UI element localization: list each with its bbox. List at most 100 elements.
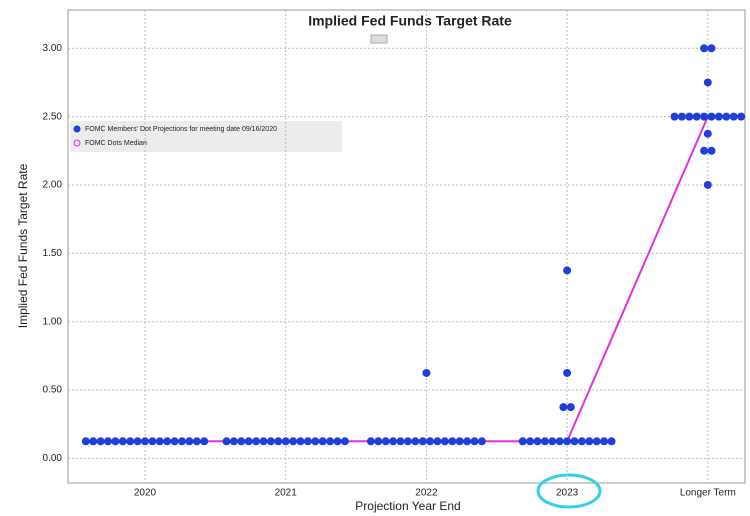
x-tick-label: 2020 — [134, 488, 157, 499]
dot — [237, 437, 246, 446]
dot — [526, 437, 535, 446]
dot — [163, 437, 172, 446]
dot — [333, 437, 342, 446]
dot — [700, 44, 709, 53]
dot — [685, 112, 694, 121]
dot — [96, 437, 105, 446]
dot — [448, 437, 457, 446]
dot — [318, 437, 327, 446]
dot — [566, 403, 575, 412]
dot — [463, 437, 472, 446]
dot — [118, 437, 127, 446]
dot — [700, 146, 709, 155]
dot — [200, 437, 209, 446]
dot — [585, 437, 594, 446]
dot — [455, 437, 464, 446]
y-tick-label: 0.50 — [43, 385, 63, 396]
dot — [540, 437, 549, 446]
dot — [433, 437, 442, 446]
dot — [222, 437, 231, 446]
dot — [252, 437, 261, 446]
menu-icon[interactable] — [370, 34, 388, 44]
dot — [670, 112, 679, 121]
dot — [244, 437, 253, 446]
dot — [192, 437, 201, 446]
dot — [592, 437, 601, 446]
legend-label: FOMC Members' Dot Projections for meetin… — [85, 126, 277, 133]
y-tick-label: 0.00 — [43, 453, 63, 464]
dot — [563, 266, 572, 275]
dot — [729, 112, 738, 121]
dot — [700, 112, 709, 121]
dot — [148, 437, 157, 446]
dot — [259, 437, 268, 446]
y-tick-label: 2.50 — [43, 111, 63, 122]
chart-title: Implied Fed Funds Target Rate — [308, 13, 512, 29]
legend-label: FOMC Dots Median — [85, 140, 147, 147]
dot — [81, 437, 90, 446]
dot — [381, 437, 390, 446]
y-axis-title: Implied Fed Funds Target Rate — [16, 163, 30, 328]
dot — [563, 368, 572, 377]
dot — [178, 437, 186, 446]
dot — [266, 437, 275, 446]
dot — [418, 437, 427, 446]
dot — [170, 437, 179, 446]
dot — [533, 437, 542, 446]
legend-marker — [73, 139, 81, 147]
x-axis-title: Projection Year End — [355, 499, 460, 513]
dot — [518, 437, 527, 446]
y-tick-label: 1.50 — [43, 248, 63, 259]
dot — [548, 437, 557, 446]
legend-box — [70, 121, 342, 152]
dot — [470, 437, 479, 446]
x-tick-label: 2023 — [556, 488, 579, 499]
dot — [707, 146, 716, 155]
dot — [577, 437, 586, 446]
dot — [737, 112, 746, 121]
dot — [570, 437, 579, 446]
dot — [389, 437, 398, 446]
dot — [340, 437, 349, 446]
dot — [563, 437, 572, 446]
dot — [281, 437, 290, 446]
dot — [477, 437, 486, 446]
dot — [607, 437, 616, 446]
dot — [707, 112, 716, 121]
dot — [311, 437, 320, 446]
dot — [692, 112, 701, 121]
legend — [70, 121, 342, 152]
x-tick-label: 2021 — [275, 488, 298, 499]
dot — [326, 437, 335, 446]
dot — [289, 437, 298, 446]
dot — [703, 78, 712, 87]
dot — [559, 403, 568, 412]
dot — [722, 112, 731, 121]
dot — [185, 437, 194, 446]
dot — [403, 437, 412, 446]
dot — [703, 129, 712, 138]
dot — [600, 437, 609, 446]
dot — [229, 437, 238, 446]
plot-area — [67, 9, 746, 484]
dot — [411, 437, 420, 446]
y-tick-label: 1.00 — [43, 316, 63, 327]
x-tick-label: Longer Term — [680, 488, 736, 499]
dot — [707, 44, 716, 53]
dot — [126, 437, 135, 446]
dot — [104, 437, 112, 446]
dot — [133, 437, 142, 446]
dot — [366, 437, 375, 446]
legend-marker — [73, 125, 81, 133]
dot — [714, 112, 723, 121]
dot — [677, 112, 686, 121]
dot — [141, 437, 149, 446]
dot — [274, 437, 283, 446]
dot — [155, 437, 164, 446]
dot — [422, 368, 431, 377]
dot — [111, 437, 120, 446]
dot — [440, 437, 449, 446]
x-tick-label: 2022 — [415, 488, 438, 499]
dot — [426, 437, 435, 446]
